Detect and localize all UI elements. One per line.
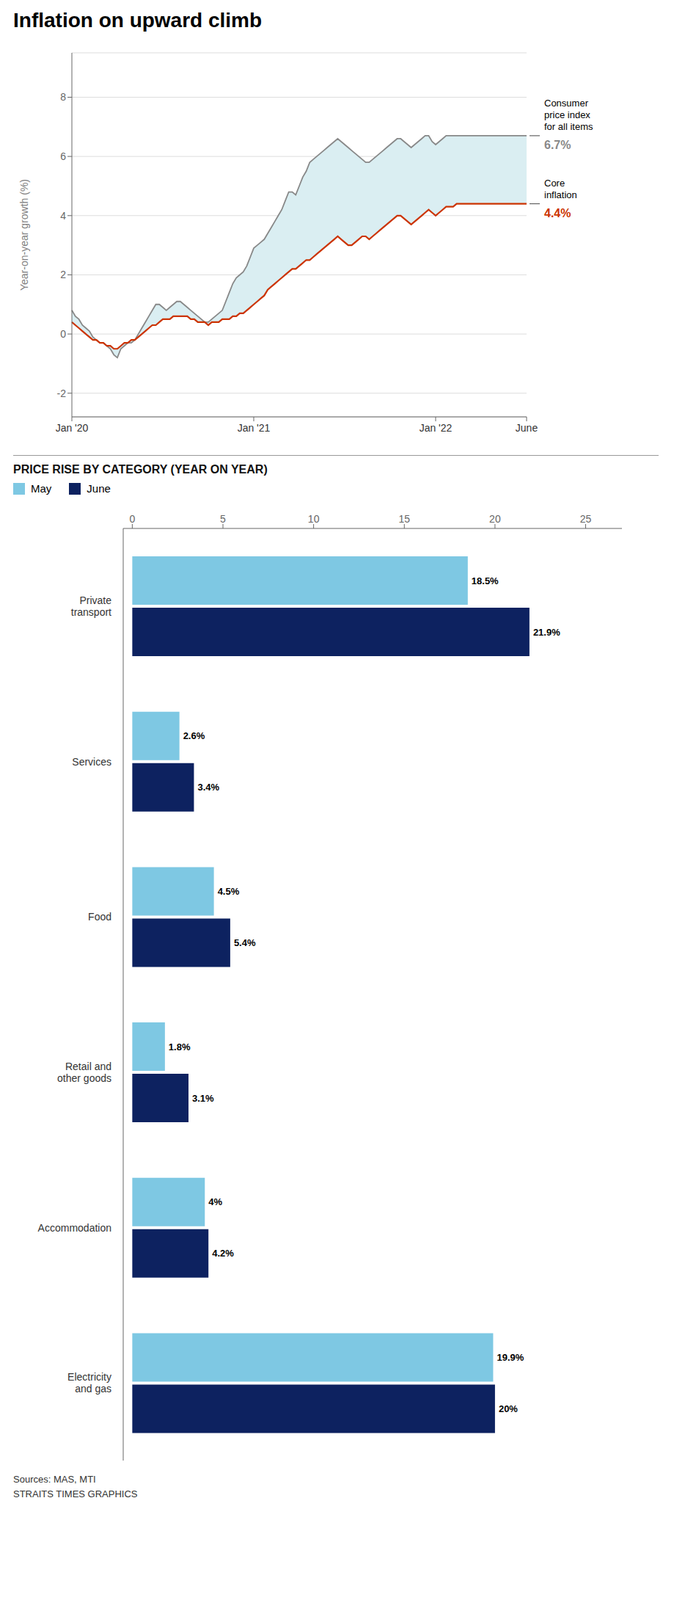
svg-text:Jan '22: Jan '22	[419, 421, 453, 434]
svg-text:0: 0	[60, 327, 67, 340]
svg-text:3.4%: 3.4%	[197, 781, 220, 793]
svg-text:0: 0	[129, 512, 135, 525]
svg-text:8: 8	[60, 90, 67, 103]
svg-text:4: 4	[60, 209, 67, 222]
svg-text:2: 2	[60, 268, 67, 281]
html-text:Inflation on upward climb: Inflation on upward climb	[13, 8, 262, 32]
svg-text:Year-on-year growth (%): Year-on-year growth (%)	[18, 178, 31, 291]
svg-text:15: 15	[398, 512, 410, 525]
svg-text:Consumerprice indexfor all ite: Consumerprice indexfor all items	[544, 97, 594, 133]
svg-text:6: 6	[60, 150, 67, 163]
svg-text:2.6%: 2.6%	[183, 729, 206, 741]
svg-text:4.2%: 4.2%	[211, 1246, 234, 1258]
svg-text:-2: -2	[57, 387, 67, 399]
svg-text:Food: Food	[88, 910, 112, 922]
svg-text:Privatetransport: Privatetransport	[71, 594, 112, 618]
svg-text:Coreinflation: Coreinflation	[544, 177, 578, 201]
svg-text:Electricityand gas: Electricityand gas	[67, 1370, 112, 1394]
html-text:PRICE RISE BY CATEGORY (YEAR O: PRICE RISE BY CATEGORY (YEAR ON YEAR)	[13, 462, 268, 476]
svg-text:4%: 4%	[208, 1195, 223, 1207]
svg-text:18.5%: 18.5%	[471, 574, 499, 586]
svg-text:20: 20	[489, 512, 501, 525]
svg-text:19.9%: 19.9%	[496, 1350, 524, 1362]
svg-text:4.5%: 4.5%	[217, 885, 240, 897]
svg-text:3.1%: 3.1%	[192, 1092, 215, 1104]
svg-text:5.4%: 5.4%	[233, 936, 256, 948]
svg-text:10: 10	[308, 512, 320, 525]
svg-text:1.8%: 1.8%	[168, 1040, 191, 1052]
svg-text:21.9%: 21.9%	[533, 626, 561, 638]
svg-text:June: June	[515, 421, 539, 434]
svg-text:25: 25	[580, 512, 592, 525]
html-text:June: June	[86, 481, 111, 495]
html-text:Sources: MAS, MTI STRAITS TIME: Sources: MAS, MTI STRAITS TIMES GRAPHICS	[13, 1472, 138, 1498]
svg-text:20%: 20%	[498, 1402, 518, 1414]
svg-text:Accommodation: Accommodation	[38, 1221, 112, 1233]
svg-text:Services: Services	[71, 755, 112, 768]
svg-text:4.4%: 4.4%	[544, 206, 571, 220]
svg-text:6.7%: 6.7%	[544, 138, 571, 152]
svg-text:Retail andother goods: Retail andother goods	[57, 1059, 112, 1084]
svg-text:Jan '21: Jan '21	[237, 421, 271, 434]
svg-text:Jan '20: Jan '20	[55, 421, 89, 434]
html-text:May: May	[30, 481, 52, 495]
svg-text:5: 5	[220, 512, 226, 525]
